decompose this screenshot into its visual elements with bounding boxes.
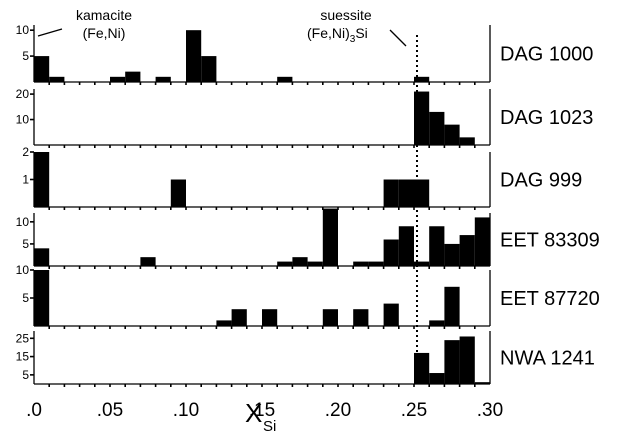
histogram-bar xyxy=(414,261,430,266)
histogram-bar xyxy=(414,76,430,82)
histogram-bar xyxy=(231,309,247,326)
x-tick-label: .10 xyxy=(173,400,199,421)
panel-1: 10 20 DAG 1023 xyxy=(16,87,593,148)
histogram-bar xyxy=(186,30,202,83)
y-tick-label: 2 xyxy=(22,145,29,159)
y-tick-label: 5 xyxy=(22,49,29,63)
histogram-bar xyxy=(368,261,384,266)
histogram-bar xyxy=(277,261,293,266)
histogram-bar xyxy=(353,309,369,326)
x-tick-label: .15 xyxy=(249,400,275,421)
y-tick-label: 20 xyxy=(16,87,30,101)
histogram-bar xyxy=(414,352,430,384)
y-tick-label: 25 xyxy=(16,331,30,345)
y-tick-label: 5 xyxy=(22,237,29,251)
histogram-bar xyxy=(398,179,414,207)
histogram-bar xyxy=(277,76,293,82)
histogram-bar xyxy=(49,76,65,82)
histogram-bar xyxy=(459,336,475,384)
y-tick-label: 5 xyxy=(22,368,29,382)
histogram-bar xyxy=(474,382,490,384)
histogram-bar xyxy=(110,76,126,82)
x-axis-label: X xyxy=(245,398,262,428)
histogram-bar xyxy=(383,179,399,207)
histogram-bar xyxy=(155,76,171,82)
histogram-bar xyxy=(414,179,430,207)
histogram-bar xyxy=(216,320,232,326)
histogram-bar xyxy=(34,270,50,326)
histogram-bar xyxy=(429,320,445,326)
histogram-bar xyxy=(292,257,308,266)
x-axis-label-subscript: Si xyxy=(263,418,276,433)
panel-5: 25 15 5 NWA 1241 xyxy=(16,331,595,387)
y-tick-label: 15 xyxy=(16,350,30,364)
x-axis-labels: .0 .05 .10 .15 .20 .25 .30 X Si xyxy=(26,398,503,433)
histogram-bar xyxy=(353,261,369,266)
sample-name-label: DAG 1023 xyxy=(500,107,593,129)
y-tick-label: 10 xyxy=(16,113,30,127)
histogram-bar xyxy=(262,309,278,326)
histogram-bar xyxy=(140,257,156,266)
histogram-bar xyxy=(322,309,338,326)
annotations-group: kamacite (Fe,Ni) suessite (Fe,Ni)3Si xyxy=(37,7,407,47)
suessite-pointer xyxy=(389,29,407,47)
sample-name-label: DAG 1000 xyxy=(500,44,593,66)
x-tick-label: .30 xyxy=(477,400,503,421)
histogram-bar xyxy=(201,56,217,82)
kamacite-formula: (Fe,Ni) xyxy=(83,25,126,41)
kamacite-pointer xyxy=(37,28,63,37)
sample-name-label: EET 83309 xyxy=(500,230,600,252)
histogram-bar xyxy=(429,111,445,145)
x-tick-label: .05 xyxy=(97,400,123,421)
histogram-bar xyxy=(34,248,50,266)
suessite-label: suessite xyxy=(320,7,372,23)
histogram-bar xyxy=(444,286,460,326)
x-tick-label: .20 xyxy=(325,400,351,421)
y-tick-label: 1 xyxy=(22,173,29,187)
histogram-bar xyxy=(34,56,50,82)
sample-name-label: EET 87720 xyxy=(500,288,600,310)
histogram-bar xyxy=(444,124,460,145)
panel-2: 1 2 DAG 999 xyxy=(22,145,582,210)
y-tick-label: 10 xyxy=(16,263,30,277)
histogram-bar xyxy=(383,239,399,266)
x-tick-label: .25 xyxy=(401,400,427,421)
panel-3: 10 5 EET 83309 xyxy=(16,208,600,269)
histogram-bar xyxy=(125,71,141,82)
y-tick-label: 5 xyxy=(22,291,29,305)
panel-0: 5 10 DAG 1000 xyxy=(16,23,593,85)
histogram-bar xyxy=(429,373,445,384)
y-tick-label: 10 xyxy=(16,23,30,37)
histogram-bar xyxy=(322,208,338,266)
histogram-bar xyxy=(459,137,475,145)
suessite-formula: (Fe,Ni)3Si xyxy=(307,25,368,45)
histogram-bar xyxy=(459,235,475,266)
histogram-bar xyxy=(429,226,445,266)
histogram-bar xyxy=(34,152,50,207)
y-tick-label: 10 xyxy=(16,215,30,229)
histogram-bar xyxy=(444,243,460,266)
panel-4: 10 5 EET 87720 xyxy=(16,263,600,329)
sample-name-label: NWA 1241 xyxy=(500,348,595,370)
histogram-bar xyxy=(170,179,186,207)
histogram-bar xyxy=(307,261,323,266)
kamacite-label: kamacite xyxy=(76,7,132,23)
histogram-bar xyxy=(444,340,460,384)
histogram-bar xyxy=(398,226,414,266)
histogram-bar xyxy=(474,217,490,266)
panels-group: 5 10 DAG 1000 10 20 DAG 1023 1 2 DAG 999 10 5 EET 8… xyxy=(16,23,600,387)
x-tick-label: .0 xyxy=(26,400,42,421)
histogram-bar xyxy=(383,303,399,326)
sample-name-label: DAG 999 xyxy=(500,170,582,192)
